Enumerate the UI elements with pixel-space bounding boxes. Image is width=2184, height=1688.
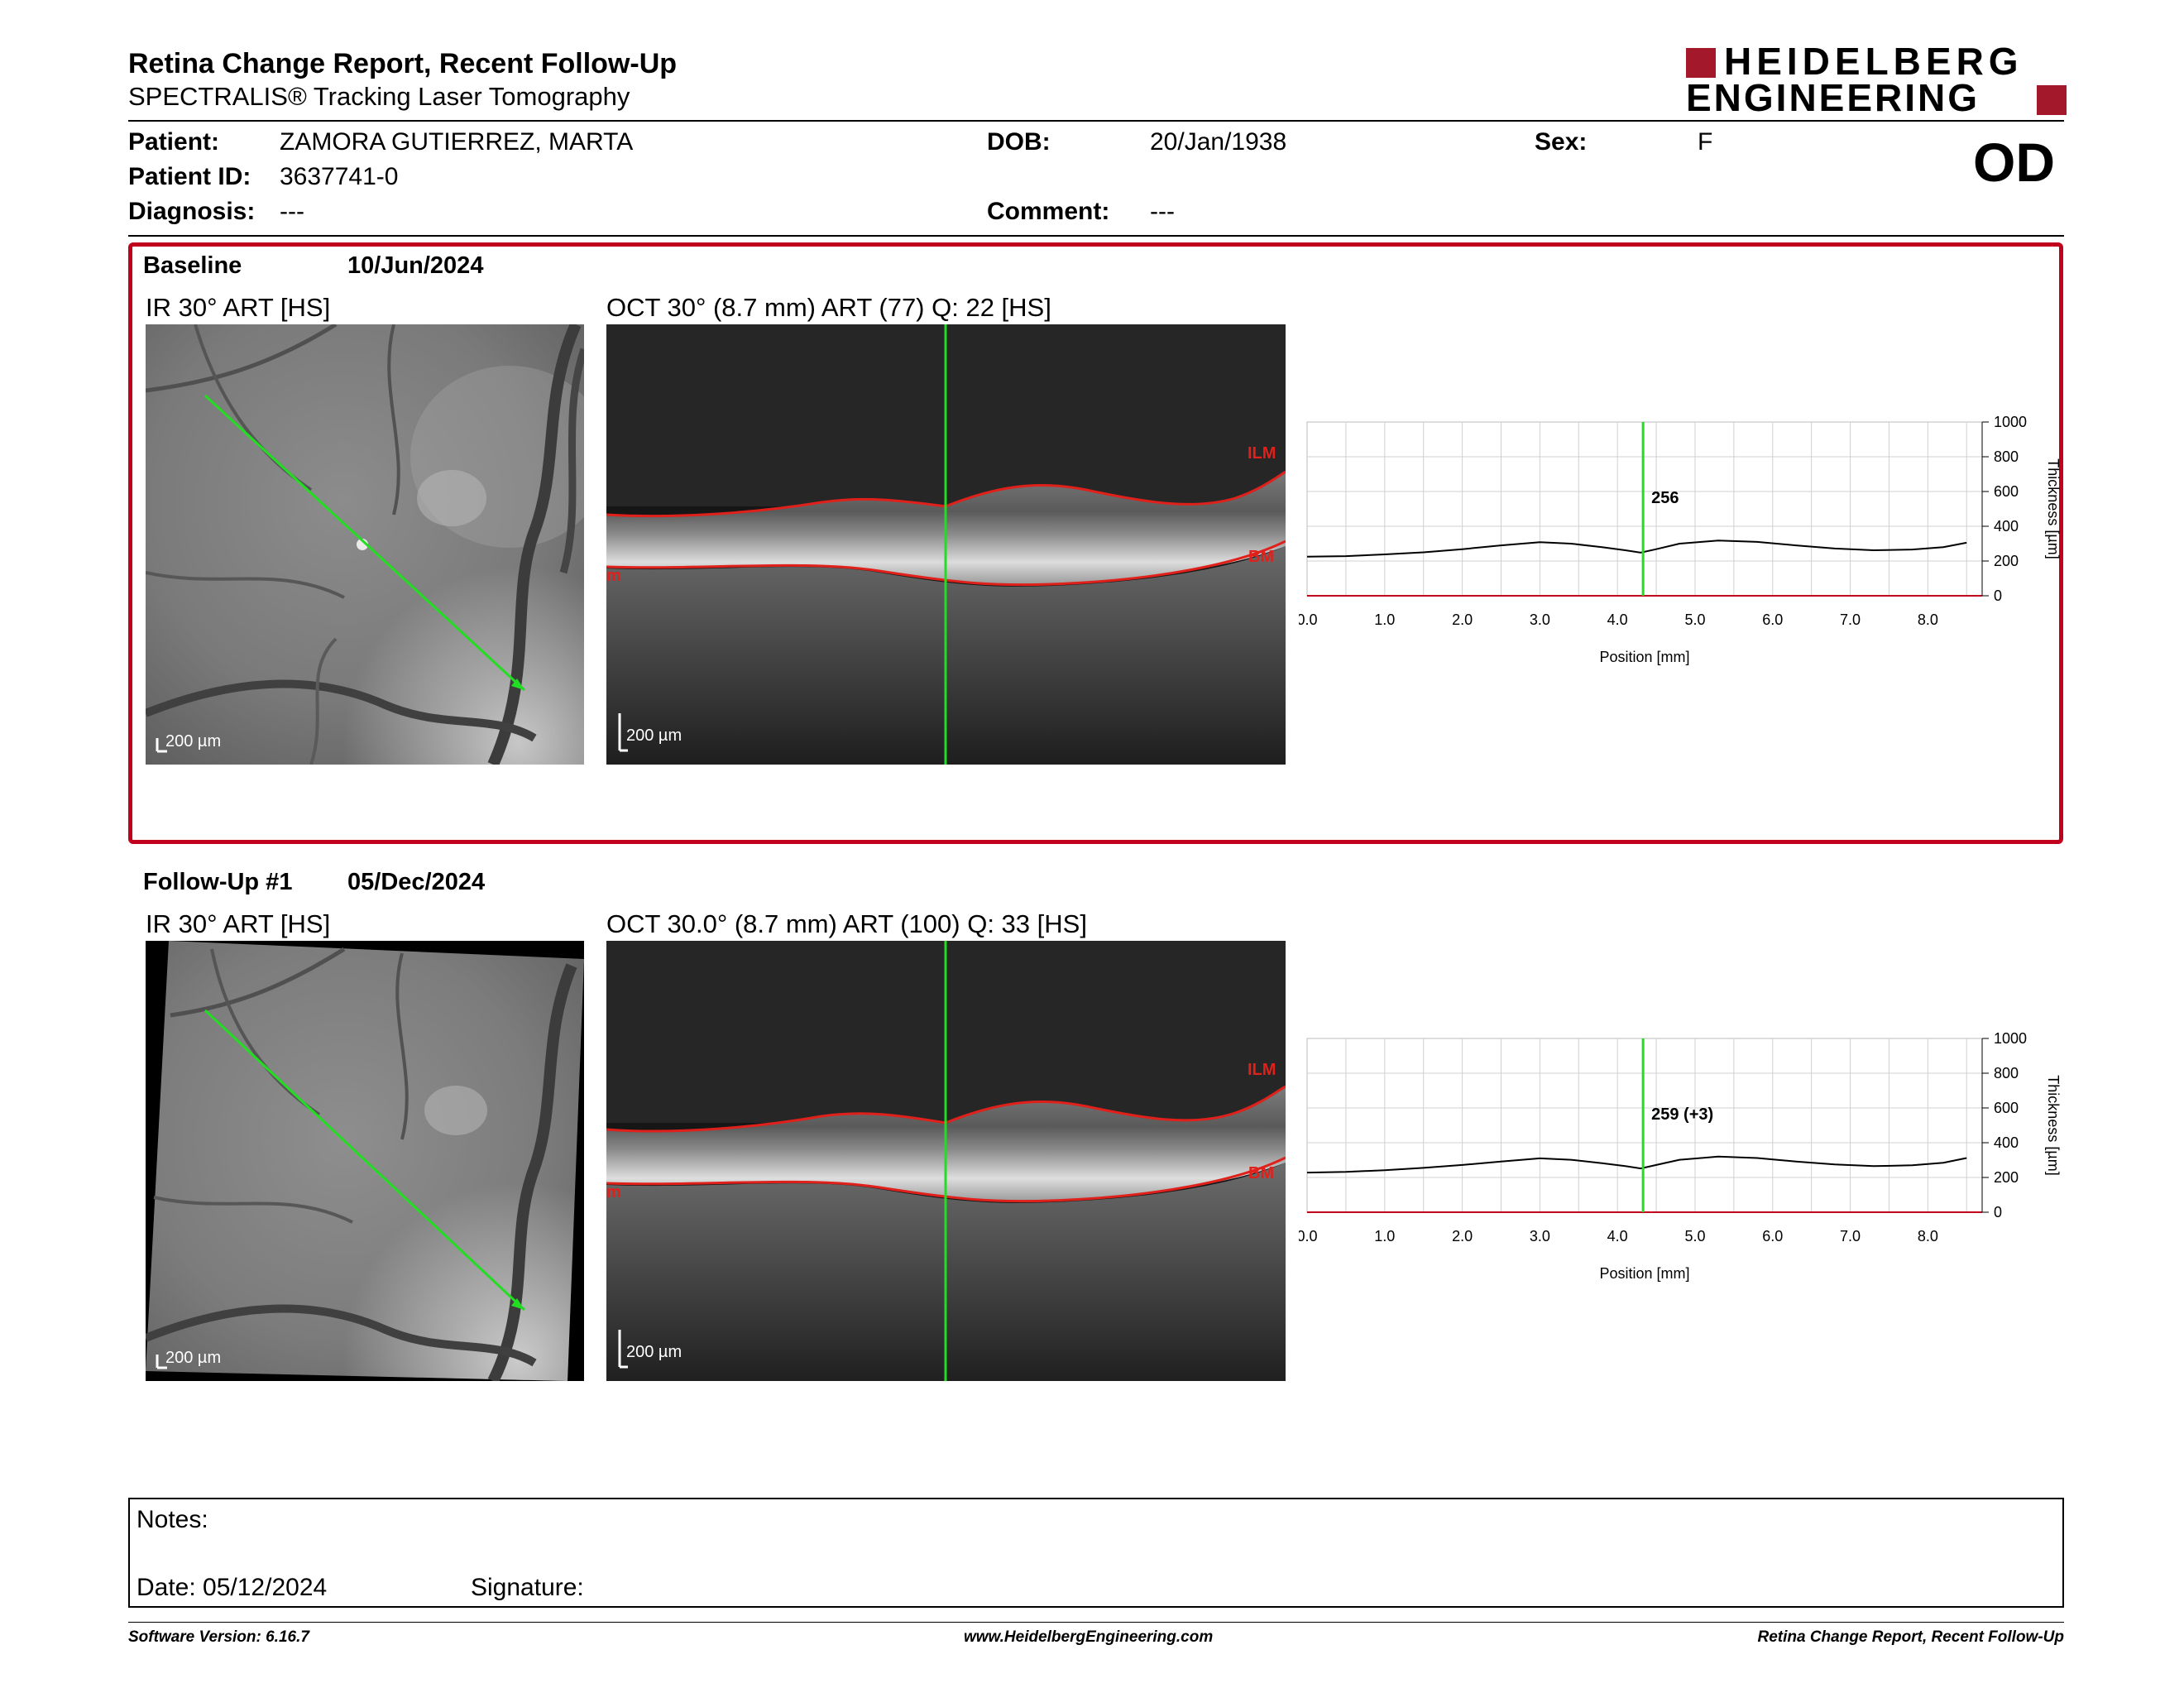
baseline-thickness-chart: 0 200 400 600 800 1000 0.0 1.0 2.0 3.0 4.0 5.0 6.0 7.…: [1299, 414, 2062, 665]
plot-area: [1306, 421, 1983, 597]
x-tick-label: 3.0: [1530, 611, 1550, 628]
patient-label: Patient:: [128, 128, 220, 156]
y-tick-label: 0: [1994, 587, 2002, 604]
y-tick-label: 400: [1994, 518, 2019, 535]
baseline-oct-title: OCT 30° (8.7 mm) ART (77) Q: 22 [HS]: [606, 293, 1051, 322]
x-tick-label: 6.0: [1762, 1228, 1783, 1244]
x-tick-label: 0.0: [1299, 1228, 1318, 1244]
followup-date: 05/Dec/2024: [347, 869, 486, 895]
followup-m-label: m: [606, 1183, 621, 1201]
followup-thickness-chart: 0 200 400 600 800 1000 0.0 1.0 2.0 3.0 4.0 5.0 6.0 7.…: [1299, 1030, 2062, 1282]
x-tick-label: 7.0: [1840, 611, 1861, 628]
notes-label: Notes:: [136, 1506, 208, 1533]
x-tick-label: 0.0: [1299, 611, 1318, 628]
x-tick-label: 8.0: [1918, 1228, 1938, 1244]
x-tick-label: 5.0: [1684, 1228, 1705, 1244]
patient-rule: [128, 235, 2064, 237]
y-tick-label: 800: [1994, 1065, 2019, 1081]
dob-value: 20/Jan/1938: [1150, 128, 1287, 156]
y-tick-label: 400: [1994, 1134, 2019, 1151]
eye-label: OD: [1973, 132, 2055, 193]
followup-oct-title: OCT 30.0° (8.7 mm) ART (100) Q: 33 [HS]: [606, 909, 1087, 938]
signature-label: Signature:: [471, 1574, 584, 1601]
y-tick-label: 200: [1994, 553, 2019, 569]
x-tick-label: 6.0: [1762, 611, 1783, 628]
dob-label: DOB:: [987, 128, 1051, 156]
x-tick-label: 2.0: [1452, 611, 1473, 628]
x-axis-title: Position [mm]: [1599, 649, 1689, 665]
followup-oct-bscan-image[interactable]: ILM BM m 200 µm: [606, 941, 1286, 1381]
followup-ir-scale: 200 µm: [165, 1349, 221, 1367]
report-subtitle: SPECTRALIS® Tracking Laser Tomography: [128, 82, 630, 111]
x-tick-label: 5.0: [1684, 611, 1705, 628]
y-axis-title: Thickness [µm]: [2045, 1075, 2062, 1175]
y-tick-label: 800: [1994, 448, 2019, 465]
x-tick-label: 4.0: [1607, 611, 1628, 628]
comment-value: ---: [1150, 198, 1175, 225]
notes-date: Date: 05/12/2024: [136, 1574, 328, 1601]
marker-value-label: 259 (+3): [1651, 1105, 1713, 1124]
thickness-line: [1306, 539, 1967, 558]
baseline-bm-label: BM: [1248, 548, 1274, 566]
y-tick-label: 200: [1994, 1169, 2019, 1186]
sex-value: F: [1698, 128, 1713, 156]
notes-box[interactable]: Notes: Date: 05/12/2024 Signature:: [128, 1498, 2064, 1608]
followup-oct-scale: 200 µm: [626, 1343, 682, 1361]
x-axis-title: Position [mm]: [1599, 1265, 1689, 1282]
footer-report-name: Retina Change Report, Recent Follow-Up: [1757, 1628, 2064, 1646]
header-rule: [128, 120, 2064, 122]
followup-label: Follow-Up #1: [143, 869, 293, 895]
y-axis-title: Thickness [µm]: [2045, 458, 2062, 559]
y-tick-label: 600: [1994, 483, 2019, 500]
website-link[interactable]: www.HeidelbergEngineering.com: [964, 1628, 1214, 1646]
logo-text-bottom: ENGINEERING: [1686, 76, 1980, 119]
logo-square-top: [1686, 48, 1716, 78]
diagnosis-label: Diagnosis:: [128, 198, 256, 225]
heidelberg-logo: HEIDELBERG ENGINEERING: [1686, 41, 2067, 119]
baseline-ir-title: IR 30° ART [HS]: [146, 293, 331, 322]
logo-text-top: HEIDELBERG: [1724, 40, 2024, 83]
baseline-oct-bscan-image[interactable]: ILM BM m 200 µm: [606, 324, 1286, 765]
y-tick-label: 1000: [1994, 1030, 2027, 1047]
baseline-date: 10/Jun/2024: [347, 252, 484, 279]
followup-ir-title: IR 30° ART [HS]: [146, 909, 331, 938]
x-tick-label: 8.0: [1918, 611, 1938, 628]
followup-bm-label: BM: [1248, 1164, 1274, 1182]
patient-name: ZAMORA GUTIERREZ, MARTA: [280, 128, 634, 156]
followup-ilm-label: ILM: [1248, 1061, 1276, 1079]
logo-square-bottom: [2037, 85, 2067, 115]
followup-ir-fundus-image[interactable]: 200 µm: [146, 941, 584, 1381]
thickness-line: [1306, 1155, 1967, 1174]
x-tick-label: 1.0: [1374, 1228, 1395, 1244]
x-tick-label: 1.0: [1374, 611, 1395, 628]
x-tick-label: 2.0: [1452, 1228, 1473, 1244]
baseline-label: Baseline: [143, 252, 242, 279]
x-tick-label: 4.0: [1607, 1228, 1628, 1244]
y-tick-label: 1000: [1994, 414, 2027, 430]
patient-id-label: Patient ID:: [128, 163, 251, 190]
baseline-m-label: m: [606, 567, 621, 585]
baseline-ir-scale: 200 µm: [165, 732, 221, 750]
footer-rule: [128, 1622, 2064, 1623]
comment-label: Comment:: [987, 198, 1110, 225]
baseline-ir-fundus-image[interactable]: 200 µm: [146, 324, 584, 765]
marker-value-label: 256: [1651, 489, 1679, 507]
y-tick-label: 0: [1994, 1204, 2002, 1220]
plot-area: [1306, 1038, 1983, 1213]
sex-label: Sex:: [1535, 128, 1588, 156]
software-version: Software Version: 6.16.7: [128, 1628, 309, 1646]
report-title: Retina Change Report, Recent Follow-Up: [128, 48, 678, 79]
y-tick-label: 600: [1994, 1100, 2019, 1116]
patient-id-value: 3637741-0: [280, 163, 399, 190]
x-tick-label: 3.0: [1530, 1228, 1550, 1244]
x-tick-label: 7.0: [1840, 1228, 1861, 1244]
baseline-ilm-label: ILM: [1248, 444, 1276, 463]
baseline-oct-scale: 200 µm: [626, 727, 682, 745]
baseline-selected-frame: [128, 242, 2063, 844]
diagnosis-value: ---: [280, 198, 304, 225]
